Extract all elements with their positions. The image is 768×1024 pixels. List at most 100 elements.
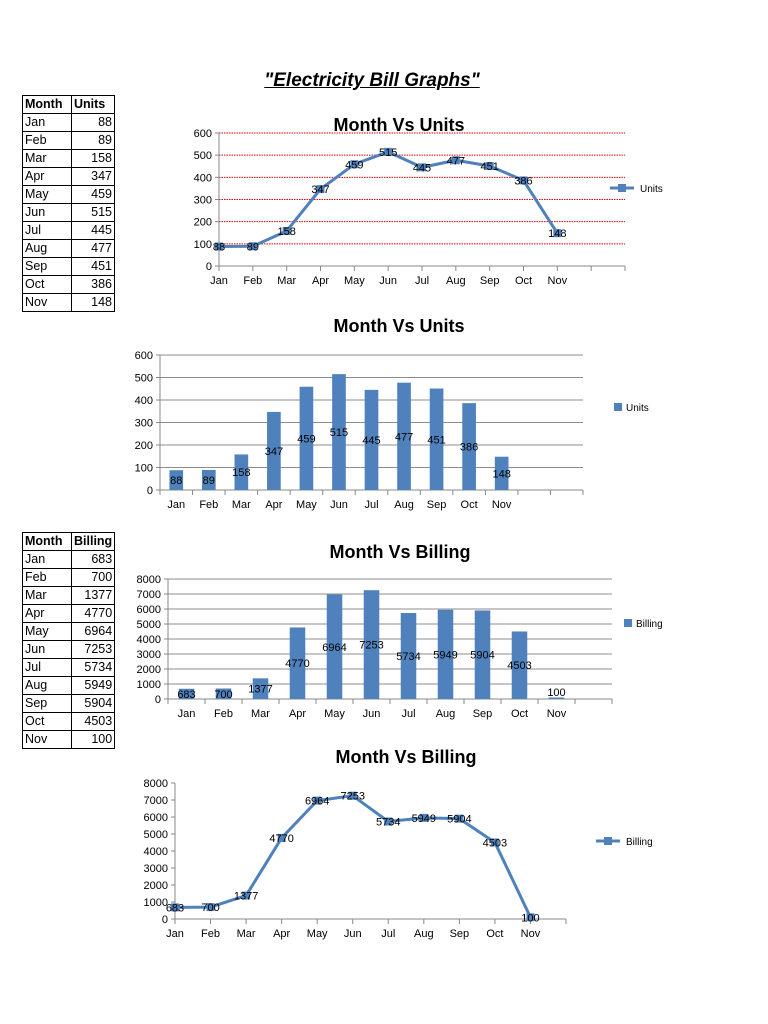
x-tick-label: Jun [330,499,348,511]
table-row: Nov 100 [22,730,116,749]
y-tick-label: 0 [162,914,168,926]
y-tick-label: 3000 [137,649,161,661]
data-point-marker [171,903,179,912]
bar-oct [511,631,528,699]
legend-marker [604,837,612,845]
x-tick-label: Mar [277,275,296,287]
table-row: Jun 7253 [22,640,116,659]
data-label: 683 [166,902,184,914]
data-label: 88 [213,241,225,253]
y-tick-label: 1000 [144,897,168,909]
y-tick-label: 600 [135,350,153,362]
document-title-text: "Electricity Bill Graphs" [264,70,480,91]
data-point-marker [490,838,499,847]
table-row: Sep 451 [22,257,115,276]
data-label: 7253 [359,640,383,652]
data-label: 459 [345,159,363,171]
legend-label: Billing [626,837,653,848]
bar-may [326,594,343,699]
value-cell: 148 [71,293,115,312]
bar-sep [429,388,444,490]
x-tick-label: Feb [201,928,220,940]
y-tick-label: 500 [135,373,153,385]
data-label: 477 [447,155,465,167]
value-cell: 100 [70,730,116,749]
y-tick-label: 3000 [144,863,168,875]
data-label: 451 [480,161,498,173]
data-point-marker [215,242,223,251]
x-tick-label: Mar [237,928,256,940]
x-tick-label: Sep [450,928,470,940]
data-label: 5949 [433,649,457,661]
x-tick-label: Feb [214,708,233,720]
data-label: 4503 [507,660,531,672]
table-row: May 459 [22,185,115,204]
data-label: 386 [514,175,532,187]
x-tick-label: Jan [167,499,185,511]
data-label: 6964 [305,796,329,808]
x-tick-label: Aug [394,499,414,511]
x-tick-label: Aug [436,708,456,720]
table-row: Jul 5734 [22,658,116,677]
y-tick-label: 0 [147,485,153,497]
table-row: Feb 89 [22,131,115,150]
data-label: 158 [277,226,295,238]
y-tick-label: 200 [194,217,212,229]
data-point-marker [384,817,393,826]
y-tick-label: 100 [135,463,153,475]
bar-mar [234,454,249,490]
y-tick-label: 8000 [137,574,161,586]
y-tick-label: 4000 [137,634,161,646]
data-point-marker [282,226,291,235]
y-tick-label: 4000 [144,846,168,858]
data-point-marker [316,185,325,194]
value-cell: 89 [71,131,115,150]
x-tick-label: Jul [415,275,429,287]
x-tick-label: Sep [473,708,493,720]
x-tick-label: Jul [364,499,378,511]
chart-title: Month Vs Units [334,115,465,135]
data-point-marker [526,913,535,922]
bar-apr [289,627,306,699]
data-label: 5734 [376,817,400,829]
bar-may [299,386,314,490]
y-tick-label: 0 [155,694,161,706]
data-label: 6964 [322,642,346,654]
y-tick-label: 400 [194,172,212,184]
data-point-marker [384,147,393,156]
x-tick-label: Oct [511,708,528,720]
bar-jun [332,374,346,490]
bar-jun [363,590,380,699]
table-row: Apr 347 [22,167,115,186]
data-label: 347 [311,184,329,196]
data-point-marker [451,156,460,165]
chart-title: Month Vs Billing [330,542,471,562]
x-tick-label: Jul [381,928,395,940]
document-title: "Electricity Bill Graphs" [0,70,744,92]
data-label: 158 [232,467,250,479]
data-point-marker [206,903,215,912]
data-label: 89 [203,475,215,487]
table-row: Nov 148 [22,293,115,312]
data-label: 89 [247,241,259,253]
y-tick-label: 300 [135,418,153,430]
data-label: 4503 [483,837,507,849]
data-label: 347 [265,446,283,458]
x-tick-label: Sep [480,275,500,287]
y-tick-label: 300 [194,195,212,207]
data-point-marker [242,891,251,900]
data-label: 4770 [269,833,293,845]
y-tick-label: 1000 [137,679,161,691]
month-cell: Month [22,95,72,114]
legend-label: Billing [636,619,663,630]
x-tick-label: Jun [363,708,381,720]
table-row: May 6964 [22,622,116,641]
table-row: Sep 5904 [22,694,116,713]
x-tick-label: Oct [515,275,532,287]
data-label: 386 [460,442,478,454]
x-tick-label: Sep [427,499,447,511]
data-label: 7253 [340,791,364,803]
y-tick-label: 8000 [144,778,168,790]
data-label: 148 [492,468,510,480]
